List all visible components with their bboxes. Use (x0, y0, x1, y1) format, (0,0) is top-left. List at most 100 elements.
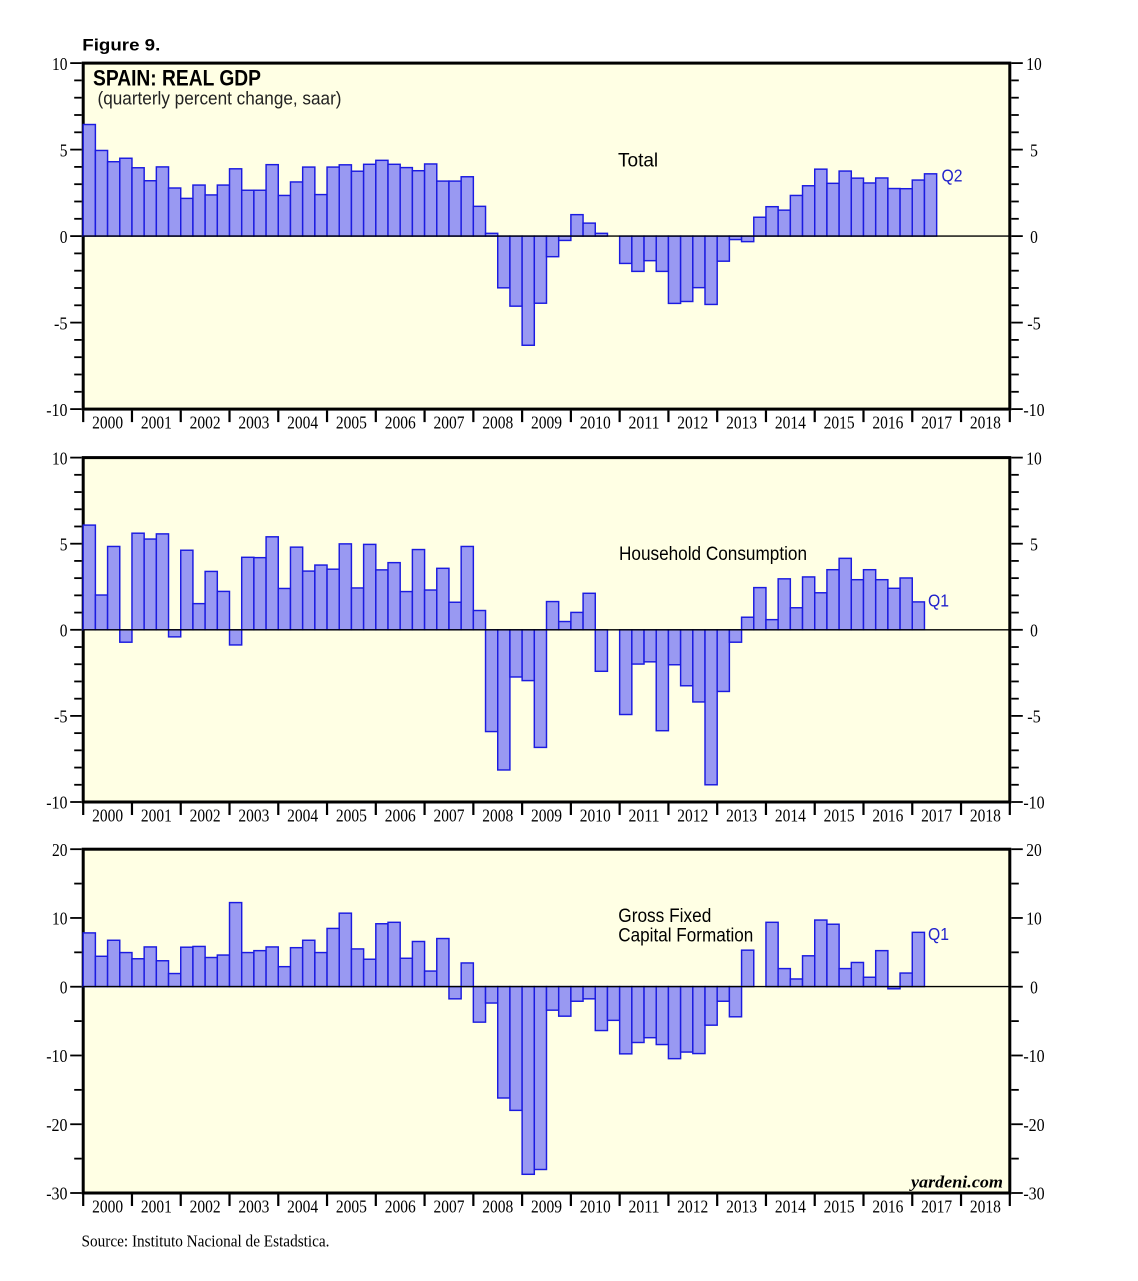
svg-text:2017: 2017 (921, 1197, 952, 1217)
svg-text:Source: Instituto Nacional de: Source: Instituto Nacional de Estadstica… (82, 1232, 330, 1251)
svg-text:2013: 2013 (726, 806, 757, 826)
svg-text:2012: 2012 (677, 413, 708, 433)
svg-text:0: 0 (60, 977, 68, 997)
svg-text:Figure 9.: Figure 9. (82, 36, 160, 55)
svg-text:2016: 2016 (872, 413, 903, 433)
svg-text:yardeni.com: yardeni.com (909, 1172, 1003, 1191)
svg-text:10: 10 (1026, 448, 1042, 468)
svg-text:2010: 2010 (580, 413, 611, 433)
svg-text:5: 5 (60, 534, 68, 554)
svg-text:-5: -5 (1027, 707, 1041, 727)
svg-text:(quarterly percent change, saa: (quarterly percent change, saar) (98, 89, 342, 109)
svg-text:Q2: Q2 (942, 166, 963, 186)
svg-text:2006: 2006 (385, 1197, 416, 1217)
svg-text:2011: 2011 (629, 806, 660, 826)
svg-text:2002: 2002 (190, 806, 221, 826)
svg-text:2011: 2011 (629, 1197, 660, 1217)
svg-text:2003: 2003 (238, 1197, 269, 1217)
svg-text:5: 5 (1030, 534, 1038, 554)
svg-text:2003: 2003 (238, 806, 269, 826)
svg-text:2014: 2014 (775, 806, 806, 826)
svg-text:2004: 2004 (287, 413, 318, 433)
svg-text:2000: 2000 (92, 806, 123, 826)
svg-text:2014: 2014 (775, 413, 806, 433)
svg-text:2014: 2014 (775, 1197, 806, 1217)
svg-text:2000: 2000 (92, 1197, 123, 1217)
svg-text:2007: 2007 (433, 1197, 464, 1217)
svg-text:2000: 2000 (92, 413, 123, 433)
svg-text:2001: 2001 (141, 413, 172, 433)
svg-text:10: 10 (1026, 54, 1042, 74)
svg-text:2012: 2012 (677, 806, 708, 826)
svg-text:2018: 2018 (970, 413, 1001, 433)
svg-text:2005: 2005 (336, 413, 367, 433)
svg-text:-5: -5 (54, 313, 68, 333)
svg-text:2017: 2017 (921, 806, 952, 826)
svg-text:0: 0 (60, 621, 68, 641)
svg-text:2001: 2001 (141, 1197, 172, 1217)
svg-text:0: 0 (60, 227, 68, 247)
svg-text:2007: 2007 (433, 413, 464, 433)
svg-text:2006: 2006 (385, 413, 416, 433)
svg-text:-10: -10 (46, 1046, 68, 1066)
svg-text:0: 0 (1030, 621, 1038, 641)
svg-text:2015: 2015 (824, 1197, 855, 1217)
svg-text:10: 10 (52, 448, 68, 468)
svg-text:2005: 2005 (336, 806, 367, 826)
svg-text:2003: 2003 (238, 413, 269, 433)
svg-text:-20: -20 (1023, 1115, 1045, 1135)
svg-text:2009: 2009 (531, 1197, 562, 1217)
svg-text:2010: 2010 (580, 806, 611, 826)
svg-text:2015: 2015 (824, 413, 855, 433)
svg-text:Capital Formation: Capital Formation (618, 926, 753, 947)
svg-text:2006: 2006 (385, 806, 416, 826)
svg-text:10: 10 (1026, 909, 1042, 929)
svg-text:2016: 2016 (872, 1197, 903, 1217)
svg-text:-10: -10 (46, 793, 68, 813)
svg-text:Q1: Q1 (928, 924, 949, 944)
svg-text:-10: -10 (1023, 793, 1045, 813)
svg-text:-30: -30 (46, 1184, 68, 1204)
svg-text:-5: -5 (54, 707, 68, 727)
svg-text:Q1: Q1 (928, 591, 949, 611)
svg-text:2018: 2018 (970, 1197, 1001, 1217)
svg-text:2007: 2007 (433, 806, 464, 826)
svg-text:2017: 2017 (921, 413, 952, 433)
svg-text:-10: -10 (1023, 1046, 1045, 1066)
svg-text:0: 0 (1030, 227, 1038, 247)
svg-text:-10: -10 (1023, 400, 1045, 420)
svg-text:2008: 2008 (482, 806, 513, 826)
svg-text:-30: -30 (1023, 1184, 1045, 1204)
svg-text:5: 5 (1030, 140, 1038, 160)
svg-text:2016: 2016 (872, 806, 903, 826)
svg-text:2018: 2018 (970, 806, 1001, 826)
svg-text:SPAIN: REAL GDP: SPAIN: REAL GDP (93, 65, 261, 90)
svg-text:-20: -20 (46, 1115, 68, 1135)
svg-text:2005: 2005 (336, 1197, 367, 1217)
svg-text:10: 10 (52, 54, 68, 74)
svg-text:5: 5 (60, 140, 68, 160)
svg-text:2002: 2002 (190, 1197, 221, 1217)
svg-text:Total: Total (618, 151, 658, 172)
svg-text:20: 20 (1026, 840, 1042, 860)
svg-text:2011: 2011 (629, 413, 660, 433)
svg-text:0: 0 (1030, 977, 1038, 997)
svg-text:2015: 2015 (824, 806, 855, 826)
svg-text:-5: -5 (1027, 313, 1041, 333)
svg-text:2010: 2010 (580, 1197, 611, 1217)
svg-text:2002: 2002 (190, 413, 221, 433)
svg-text:Household Consumption: Household Consumption (619, 544, 807, 565)
svg-text:2004: 2004 (287, 1197, 318, 1217)
svg-text:-10: -10 (46, 400, 68, 420)
svg-text:2013: 2013 (726, 413, 757, 433)
svg-text:2004: 2004 (287, 806, 318, 826)
svg-text:2008: 2008 (482, 413, 513, 433)
svg-text:2012: 2012 (677, 1197, 708, 1217)
svg-text:2009: 2009 (531, 806, 562, 826)
svg-text:2013: 2013 (726, 1197, 757, 1217)
svg-text:20: 20 (52, 840, 68, 860)
svg-text:10: 10 (52, 909, 68, 929)
svg-text:2009: 2009 (531, 413, 562, 433)
svg-text:2008: 2008 (482, 1197, 513, 1217)
svg-text:2001: 2001 (141, 806, 172, 826)
